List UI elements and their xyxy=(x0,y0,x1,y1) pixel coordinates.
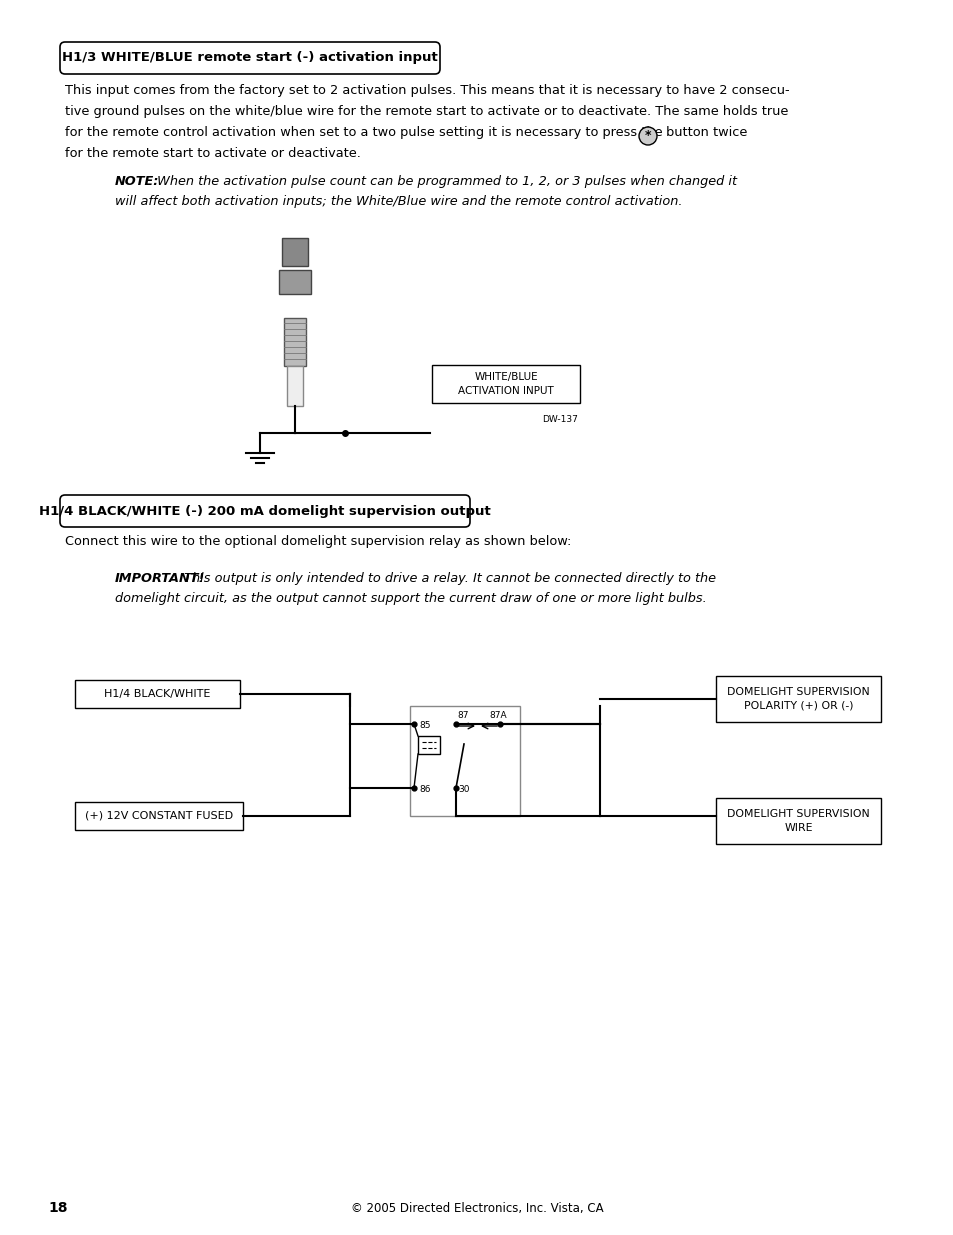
FancyBboxPatch shape xyxy=(75,680,240,708)
Circle shape xyxy=(639,127,657,144)
Text: IMPORTANT!: IMPORTANT! xyxy=(115,572,205,585)
Text: © 2005 Directed Electronics, Inc. Vista, CA: © 2005 Directed Electronics, Inc. Vista,… xyxy=(351,1202,602,1215)
FancyBboxPatch shape xyxy=(287,366,303,406)
Text: NOTE:: NOTE: xyxy=(115,175,159,188)
FancyBboxPatch shape xyxy=(282,238,308,266)
FancyBboxPatch shape xyxy=(278,270,311,294)
Text: When the activation pulse count can be programmed to 1, 2, or 3 pulses when chan: When the activation pulse count can be p… xyxy=(152,175,737,188)
FancyBboxPatch shape xyxy=(60,42,439,74)
Text: for the remote control activation when set to a two pulse setting it is necessar: for the remote control activation when s… xyxy=(65,126,662,140)
FancyBboxPatch shape xyxy=(716,676,880,722)
Text: This output is only intended to drive a relay. It cannot be connected directly t: This output is only intended to drive a … xyxy=(180,572,716,585)
Text: WHITE/BLUE
ACTIVATION INPUT: WHITE/BLUE ACTIVATION INPUT xyxy=(457,372,554,396)
Text: button twice: button twice xyxy=(661,126,746,140)
Text: for the remote start to activate or deactivate.: for the remote start to activate or deac… xyxy=(65,147,360,161)
Text: 87A: 87A xyxy=(489,711,506,720)
Text: H1/4 BLACK/WHITE: H1/4 BLACK/WHITE xyxy=(104,689,211,699)
FancyBboxPatch shape xyxy=(410,706,519,816)
Text: 30: 30 xyxy=(457,785,469,794)
Text: 85: 85 xyxy=(418,721,430,730)
Text: *: * xyxy=(644,130,651,142)
Text: 86: 86 xyxy=(418,785,430,794)
Text: This input comes from the factory set to 2 activation pulses. This means that it: This input comes from the factory set to… xyxy=(65,84,789,98)
FancyBboxPatch shape xyxy=(75,802,243,830)
Bar xyxy=(417,736,439,755)
Text: DW-137: DW-137 xyxy=(541,415,578,424)
FancyBboxPatch shape xyxy=(432,366,579,403)
Text: Connect this wire to the optional domelight supervision relay as shown below:: Connect this wire to the optional domeli… xyxy=(65,535,571,548)
FancyBboxPatch shape xyxy=(284,317,306,366)
FancyBboxPatch shape xyxy=(60,495,470,527)
Text: domelight circuit, as the output cannot support the current draw of one or more : domelight circuit, as the output cannot … xyxy=(115,592,706,605)
Text: will affect both activation inputs; the White/Blue wire and the remote control a: will affect both activation inputs; the … xyxy=(115,195,681,207)
FancyBboxPatch shape xyxy=(716,798,880,844)
Text: (+) 12V CONSTANT FUSED: (+) 12V CONSTANT FUSED xyxy=(85,811,233,821)
Text: tive ground pulses on the white/blue wire for the remote start to activate or to: tive ground pulses on the white/blue wir… xyxy=(65,105,787,119)
Text: DOMELIGHT SUPERVISION
WIRE: DOMELIGHT SUPERVISION WIRE xyxy=(726,809,869,832)
Text: H1/4 BLACK/WHITE (-) 200 mA domelight supervision output: H1/4 BLACK/WHITE (-) 200 mA domelight su… xyxy=(39,505,491,517)
Text: 87: 87 xyxy=(456,711,468,720)
Text: 18: 18 xyxy=(48,1200,68,1215)
Text: H1/3 WHITE/BLUE remote start (-) activation input: H1/3 WHITE/BLUE remote start (-) activat… xyxy=(62,52,437,64)
Text: DOMELIGHT SUPERVISION
POLARITY (+) OR (-): DOMELIGHT SUPERVISION POLARITY (+) OR (-… xyxy=(726,687,869,711)
